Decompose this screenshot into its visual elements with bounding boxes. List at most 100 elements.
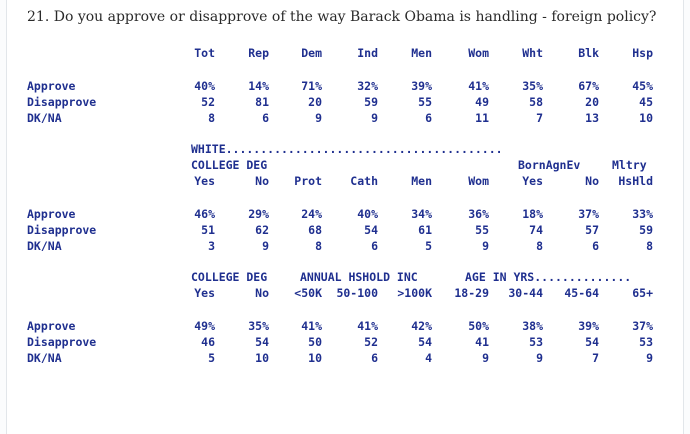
row-label: DK/NA (27, 351, 62, 365)
table-cell: 53 (639, 335, 653, 349)
table-cell: 59 (639, 223, 653, 237)
table-cell: 59 (364, 95, 378, 109)
table-cell: 9 (536, 351, 543, 365)
column-header: Prot (294, 174, 322, 188)
table-cell: 37% (632, 319, 653, 333)
table-cell: 74 (529, 223, 543, 237)
column-header: No (255, 286, 269, 300)
table-cell: 8 (536, 239, 543, 253)
table-cell: 29% (248, 207, 269, 221)
table-cell: 6 (371, 239, 378, 253)
row-label: Disapprove (27, 223, 97, 237)
table-cell: 42% (411, 319, 432, 333)
table-cell: 7 (536, 111, 543, 125)
column-header: 18-29 (454, 286, 489, 300)
group-header: COLLEGE DEG (191, 158, 268, 172)
group-header: COLLEGE DEG (191, 270, 268, 284)
column-header: Cath (350, 174, 378, 188)
row-label: DK/NA (27, 111, 62, 125)
table-cell: 35% (522, 79, 543, 93)
table-cell: 61 (418, 223, 432, 237)
table-cell: 81 (255, 95, 269, 109)
table-cell: 62 (255, 223, 269, 237)
table-cell: 49% (194, 319, 215, 333)
table-cell: 14% (248, 79, 269, 93)
table-cell: 67% (578, 79, 599, 93)
table-cell: 18% (522, 207, 543, 221)
table-cell: 49 (475, 95, 489, 109)
column-header: HsHld (618, 174, 653, 188)
table-cell: 36% (468, 207, 489, 221)
table-cell: 4 (425, 351, 432, 365)
table-cell: 39% (578, 319, 599, 333)
column-header: Yes (194, 286, 215, 300)
table-cell: 10 (308, 351, 322, 365)
column-header: 45-64 (564, 286, 599, 300)
table-cell: 10 (639, 111, 653, 125)
column-header: 50-100 (336, 286, 378, 300)
table-cell: 50% (468, 319, 489, 333)
table-cell: 8 (315, 239, 322, 253)
table-cell: 52 (364, 335, 378, 349)
table-cell: 8 (646, 239, 653, 253)
table-cell: 41% (357, 319, 378, 333)
column-header: Wom (468, 46, 489, 60)
row-label: Disapprove (27, 335, 97, 349)
column-header: Ind (357, 46, 378, 60)
row-label: Approve (27, 319, 76, 333)
table-cell: 68 (308, 223, 322, 237)
table-cell: 54 (585, 335, 599, 349)
table-cell: 5 (208, 351, 215, 365)
column-header: Wht (522, 46, 543, 60)
table-cell: 9 (482, 239, 489, 253)
table-cell: 32% (357, 79, 378, 93)
table-cell: 13 (585, 111, 599, 125)
table-cell: 6 (371, 351, 378, 365)
table-cell: 46% (194, 207, 215, 221)
table-cell: 54 (364, 223, 378, 237)
table-cell: 52 (201, 95, 215, 109)
table-cell: 45 (639, 95, 653, 109)
table-cell: 6 (262, 111, 269, 125)
column-header: Dem (301, 46, 322, 60)
table-cell: 54 (418, 335, 432, 349)
table-cell: 58 (529, 95, 543, 109)
table-cell: 53 (529, 335, 543, 349)
table-cell: 33% (632, 207, 653, 221)
table-cell: 46 (201, 335, 215, 349)
column-header: Blk (578, 46, 599, 60)
table-cell: 10 (255, 351, 269, 365)
column-header: Rep (248, 46, 269, 60)
table-cell: 71% (301, 79, 322, 93)
table-cell: 45% (632, 79, 653, 93)
table-cell: 9 (482, 351, 489, 365)
table-cell: 9 (371, 111, 378, 125)
table-cell: 51 (201, 223, 215, 237)
column-header: 65+ (632, 286, 653, 300)
column-header: Wom (468, 174, 489, 188)
group-header: ANNUAL HSHOLD INC (300, 270, 418, 284)
group-header: BornAgnEv (518, 158, 581, 172)
table-cell: 7 (592, 351, 599, 365)
table-cell: 57 (585, 223, 599, 237)
page-frame (6, 0, 684, 434)
table-cell: 54 (255, 335, 269, 349)
column-header: Men (411, 46, 432, 60)
group-header: WHITE...................................… (191, 142, 503, 156)
group-header: AGE IN YRS.............. (465, 270, 632, 284)
group-header: Mltry (612, 158, 647, 172)
table-cell: 50 (308, 335, 322, 349)
column-header: Yes (522, 174, 543, 188)
table-cell: 9 (262, 239, 269, 253)
column-header: Men (411, 174, 432, 188)
table-cell: 38% (522, 319, 543, 333)
table-cell: 41% (468, 79, 489, 93)
table-cell: 20 (585, 95, 599, 109)
row-label: Approve (27, 79, 76, 93)
table-cell: 37% (578, 207, 599, 221)
table-cell: 35% (248, 319, 269, 333)
table-cell: 9 (646, 351, 653, 365)
table-cell: 41% (301, 319, 322, 333)
table-cell: 5 (425, 239, 432, 253)
column-header: Tot (194, 46, 215, 60)
